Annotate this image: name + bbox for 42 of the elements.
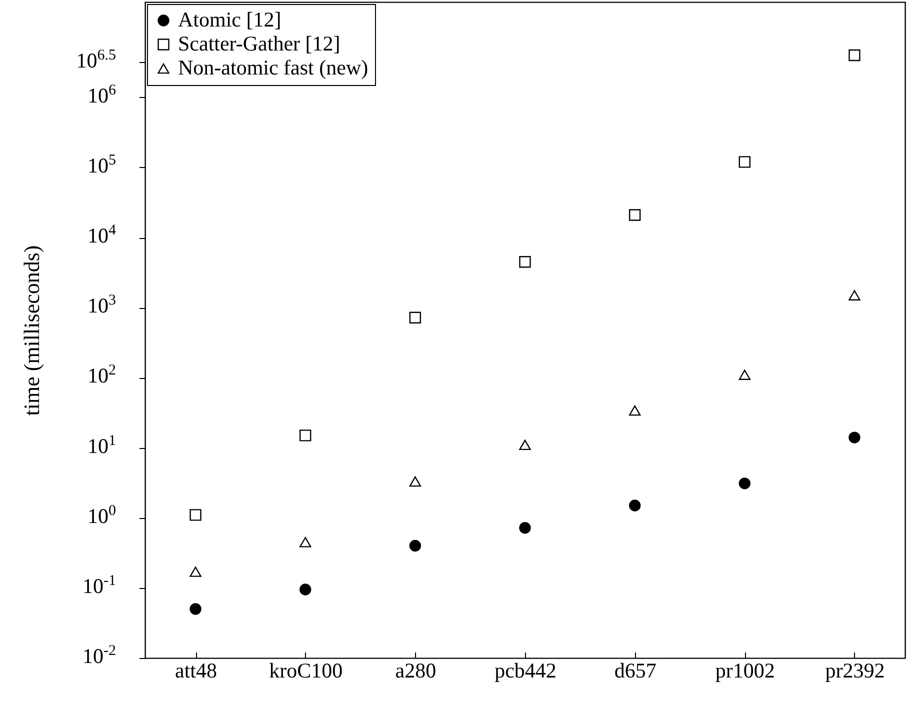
point [738, 478, 750, 490]
y-tick-label: 10$^{0}$ [88, 502, 116, 528]
point [300, 537, 312, 548]
point [628, 209, 641, 221]
point [848, 49, 860, 62]
point [848, 432, 860, 444]
y-tick-label: 10$^{3}$ [88, 292, 116, 318]
point [519, 440, 531, 450]
point [738, 370, 750, 380]
y-tick-label: 10$^{6}$ [88, 82, 116, 108]
y-tick-label: 10$^{2}$ [88, 362, 116, 388]
point [738, 156, 750, 168]
y-tick-label: 10$^{4}$ [88, 222, 116, 248]
x-tick-label: pcb442 [494, 658, 556, 682]
x-tick-label: pr1002 [715, 658, 775, 682]
point [628, 405, 641, 416]
y-tick-label: 10$^{1}$ [88, 432, 116, 458]
x-tick-label: a280 [395, 658, 436, 682]
x-tick-label: pr2392 [825, 658, 885, 682]
point [190, 566, 202, 577]
y-tick-label: 10$^{-2}$ [82, 643, 116, 668]
legend-label: Non-atomic fast (new) [178, 56, 368, 80]
x-tick-label: d657 [614, 658, 656, 682]
point [409, 540, 422, 552]
legend-label: Scatter-Gather [12] [178, 32, 340, 56]
point [409, 312, 422, 324]
point [848, 290, 860, 300]
point [519, 522, 531, 534]
y-tick-label: 10$^{5}$ [88, 152, 116, 178]
point [409, 476, 422, 487]
legend-label: Atomic [12] [178, 8, 282, 32]
point [519, 256, 531, 268]
y-tick-label: 10$^{6.5}$ [76, 47, 116, 72]
y-tick-label: 10$^{-1}$ [82, 572, 116, 598]
point [190, 603, 202, 615]
y-axis-title: time (milliseconds) [19, 245, 44, 416]
x-tick-label: att48 [175, 658, 218, 682]
point [300, 430, 312, 442]
point [300, 584, 312, 596]
x-tick-label: kroC100 [269, 658, 343, 682]
point [628, 500, 641, 512]
point [190, 509, 202, 521]
